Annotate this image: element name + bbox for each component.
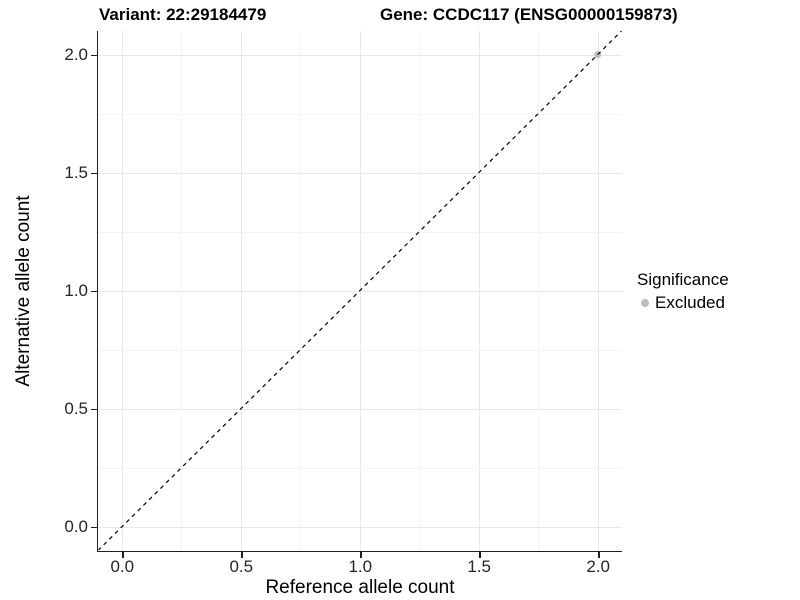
legend-item: Excluded [637, 293, 797, 313]
x-tick-label: 1.0 [348, 557, 373, 576]
x-axis-title: Reference allele count [265, 577, 455, 598]
chart-title-gene: Gene: CCDC117 (ENSG00000159873) [380, 5, 678, 24]
plot-panel [97, 31, 622, 552]
y-tick-label: 1.5 [64, 162, 88, 182]
major-gridline-horizontal [98, 54, 622, 56]
chart-title-variant: Variant: 22:29184479 [99, 5, 267, 24]
x-tick-label: 2.0 [586, 557, 611, 576]
major-gridline-horizontal [98, 172, 622, 174]
major-gridline-horizontal [98, 408, 622, 410]
x-tick-mark [598, 552, 600, 558]
x-tick-label: 0.5 [229, 557, 254, 576]
x-tick-mark [360, 552, 362, 558]
x-tick-label: 1.5 [467, 557, 492, 576]
x-tick-mark [479, 552, 481, 558]
y-tick-label: 1.0 [64, 280, 88, 300]
y-tick-label: 0.5 [64, 398, 88, 418]
y-tick-label: 0.0 [64, 516, 88, 536]
y-axis-title: Alternative allele count [13, 195, 34, 387]
legend: Significance Excluded [637, 270, 797, 313]
y-tick-mark [91, 54, 97, 57]
plot-svg [98, 31, 622, 550]
identity-dashed-line [98, 31, 622, 550]
x-tick-label: 0.0 [110, 557, 135, 576]
legend-title: Significance [637, 270, 729, 289]
y-tick-mark [91, 408, 97, 411]
major-gridline-horizontal [98, 526, 622, 528]
x-tick-mark [122, 552, 124, 558]
y-tick-mark [91, 290, 97, 293]
y-tick-mark [91, 526, 97, 529]
excluded-point-icon [641, 299, 649, 307]
legend-item-label: Excluded [655, 293, 725, 312]
y-tick-label: 2.0 [64, 44, 88, 64]
x-tick-mark [241, 552, 243, 558]
y-tick-mark [91, 172, 97, 175]
